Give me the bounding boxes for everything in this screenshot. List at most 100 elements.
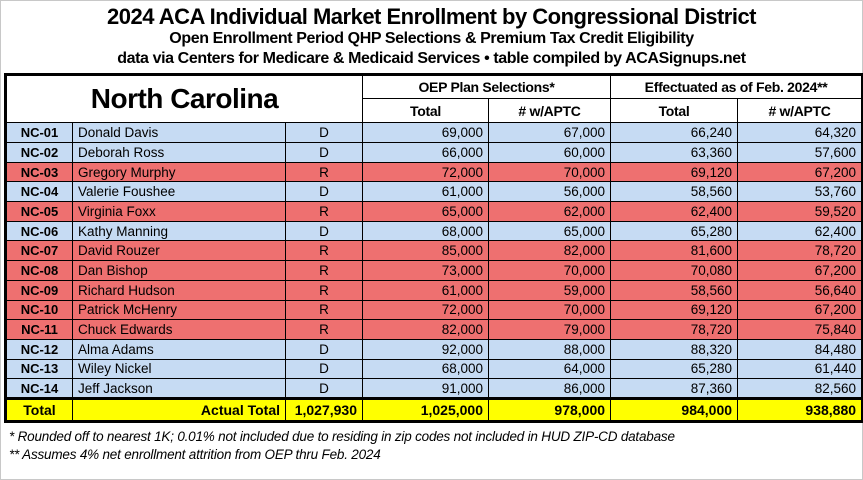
representative-name-cell: Patrick McHenry — [72, 299, 286, 321]
eff-total-cell: 63,360 — [610, 142, 739, 163]
oep-total-cell: 73,000 — [362, 260, 489, 281]
oep-total-cell: 85,000 — [362, 240, 489, 262]
eff-total-cell: 69,120 — [610, 161, 739, 183]
eff-total-cell: 81,600 — [610, 240, 739, 262]
party-cell: R — [285, 260, 363, 281]
district-cell: NC-05 — [5, 201, 73, 222]
oep-aptc-cell: 88,000 — [487, 338, 612, 360]
enrollment-table: North Carolina OEP Plan Selections* Effe… — [4, 73, 863, 423]
total-oep-total-cell: 1,025,000 — [362, 396, 489, 422]
eff-total-cell: 65,280 — [610, 358, 739, 380]
oep-aptc-cell: 70,000 — [487, 299, 612, 321]
eff-total-header: Total — [610, 98, 739, 124]
eff-aptc-cell: 75,840 — [737, 319, 863, 340]
district-cell: NC-03 — [5, 161, 73, 183]
eff-aptc-header: # w/APTC — [737, 98, 863, 124]
oep-total-cell: 65,000 — [362, 201, 489, 222]
representative-name-cell: Alma Adams — [72, 338, 286, 360]
eff-aptc-cell: 67,200 — [737, 161, 863, 183]
eff-aptc-cell: 64,320 — [737, 122, 863, 144]
oep-aptc-cell: 82,000 — [487, 240, 612, 262]
party-cell: R — [285, 319, 363, 340]
oep-total-cell: 61,000 — [362, 279, 489, 301]
oep-aptc-cell: 86,000 — [487, 378, 612, 399]
party-cell: D — [285, 338, 363, 360]
representative-name-cell: Valerie Foushee — [72, 181, 286, 203]
eff-total-cell: 66,240 — [610, 122, 739, 144]
total-eff-aptc-cell: 938,880 — [737, 396, 863, 422]
table-row: NC-14 Jeff Jackson D 91,000 86,000 87,360 82,5… — [5, 378, 863, 399]
actual-total-value-cell: 1,027,930 — [285, 396, 363, 422]
district-rows: NC-01 Donald Davis D 69,000 67,000 66,240 64,3… — [5, 122, 863, 399]
representative-name-cell: Virginia Foxx — [72, 201, 286, 222]
table-row: NC-08 Dan Bishop R 73,000 70,000 70,080 67,200 — [5, 260, 863, 281]
eff-aptc-cell: 62,400 — [737, 220, 863, 242]
oep-aptc-cell: 70,000 — [487, 161, 612, 183]
footnotes: * Rounded off to nearest 1K; 0.01% not i… — [1, 423, 862, 464]
eff-total-cell: 65,280 — [610, 220, 739, 242]
party-cell: D — [285, 142, 363, 163]
district-cell: NC-08 — [5, 260, 73, 281]
eff-total-cell: 88,320 — [610, 338, 739, 360]
table-row: NC-09 Richard Hudson R 61,000 59,000 58,560 56… — [5, 279, 863, 301]
footnote-rounding: * Rounded off to nearest 1K; 0.01% not i… — [9, 428, 675, 444]
eff-aptc-cell: 84,480 — [737, 338, 863, 360]
party-cell: D — [285, 358, 363, 380]
oep-total-cell: 61,000 — [362, 181, 489, 203]
representative-name-cell: Dan Bishop — [72, 260, 286, 281]
oep-aptc-cell: 70,000 — [487, 260, 612, 281]
eff-aptc-cell: 67,200 — [737, 299, 863, 321]
eff-total-cell: 87,360 — [610, 378, 739, 399]
eff-total-cell: 62,400 — [610, 201, 739, 222]
party-cell: D — [285, 220, 363, 242]
oep-aptc-cell: 62,000 — [487, 201, 612, 222]
oep-group-header: OEP Plan Selections* — [361, 74, 612, 100]
eff-total-cell: 69,120 — [610, 299, 739, 321]
eff-aptc-cell: 78,720 — [737, 240, 863, 262]
table-row: NC-10 Patrick McHenry R 72,000 70,000 69,120 6… — [5, 299, 863, 321]
table-row: NC-11 Chuck Edwards R 82,000 79,000 78,720 75,… — [5, 319, 863, 340]
party-cell: R — [285, 161, 363, 183]
representative-name-cell: Jeff Jackson — [72, 378, 286, 399]
party-cell: R — [285, 279, 363, 301]
district-cell: NC-06 — [5, 220, 73, 242]
total-label-cell: Total — [5, 396, 73, 422]
party-cell: R — [285, 299, 363, 321]
table-row: NC-13 Wiley Nickel D 68,000 64,000 65,280 61,4… — [5, 358, 863, 380]
oep-aptc-cell: 56,000 — [487, 181, 612, 203]
total-oep-aptc-cell: 978,000 — [487, 396, 612, 422]
table-row: NC-02 Deborah Ross D 66,000 60,000 63,360 57,6… — [5, 142, 863, 163]
district-cell: NC-02 — [5, 142, 73, 163]
oep-aptc-cell: 64,000 — [487, 358, 612, 380]
oep-total-cell: 82,000 — [362, 319, 489, 340]
oep-total-cell: 68,000 — [362, 358, 489, 380]
eff-aptc-cell: 56,640 — [737, 279, 863, 301]
oep-total-cell: 72,000 — [362, 299, 489, 321]
oep-aptc-cell: 59,000 — [487, 279, 612, 301]
eff-total-cell: 58,560 — [610, 279, 739, 301]
district-cell: NC-14 — [5, 378, 73, 399]
representative-name-cell: Deborah Ross — [72, 142, 286, 163]
table-row: NC-01 Donald Davis D 69,000 67,000 66,240 64,3… — [5, 122, 863, 144]
representative-name-cell: Richard Hudson — [72, 279, 286, 301]
eff-aptc-cell: 59,520 — [737, 201, 863, 222]
district-cell: NC-11 — [5, 319, 73, 340]
representative-name-cell: Donald Davis — [72, 122, 286, 144]
oep-aptc-cell: 67,000 — [487, 122, 612, 144]
oep-total-cell: 91,000 — [362, 378, 489, 399]
oep-aptc-header: # w/APTC — [487, 98, 612, 124]
district-cell: NC-10 — [5, 299, 73, 321]
party-cell: D — [285, 378, 363, 399]
page-subtitle-1: Open Enrollment Period QHP Selections & … — [169, 30, 694, 48]
eff-total-cell: 58,560 — [610, 181, 739, 203]
table-row: NC-07 David Rouzer R 85,000 82,000 81,600 78,7… — [5, 240, 863, 262]
oep-aptc-cell: 65,000 — [487, 220, 612, 242]
total-section: Total Actual Total 1,027,930 1,025,000 9… — [5, 396, 863, 422]
representative-name-cell: Chuck Edwards — [72, 319, 286, 340]
representative-name-cell: Kathy Manning — [72, 220, 286, 242]
district-cell: NC-12 — [5, 338, 73, 360]
oep-aptc-cell: 79,000 — [487, 319, 612, 340]
state-header: North Carolina — [5, 74, 363, 124]
party-cell: D — [285, 181, 363, 203]
